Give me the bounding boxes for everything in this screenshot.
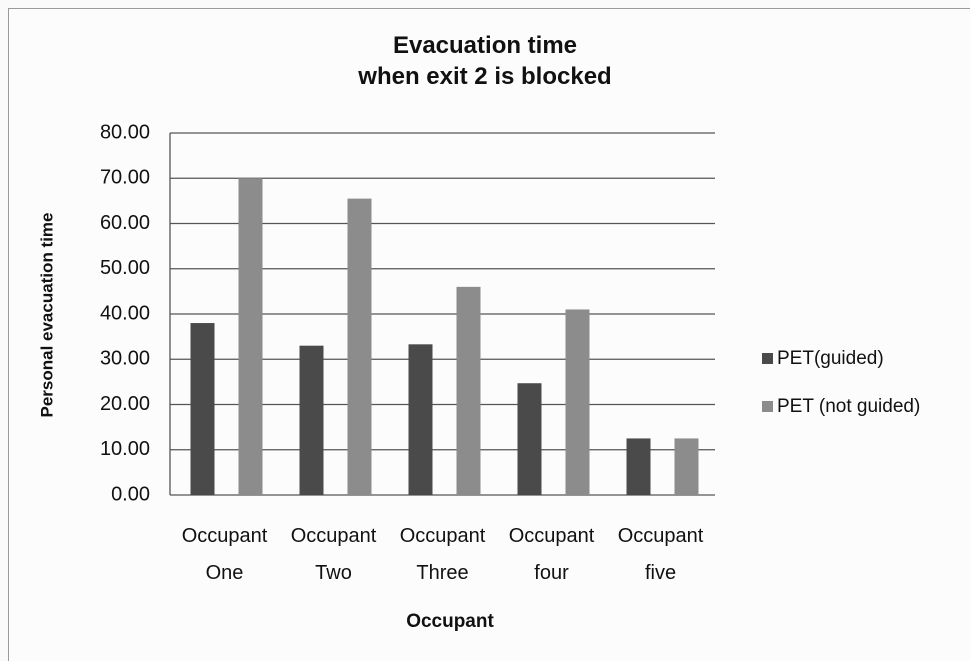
y-tick-label: 50.00 — [100, 257, 150, 279]
bar — [238, 178, 263, 495]
y-tick-label: 20.00 — [100, 393, 150, 415]
chart-title: Evacuation time when exit 2 is blocked — [358, 32, 612, 91]
bar — [190, 323, 215, 495]
x-tick-label: Occupant Two — [290, 525, 377, 584]
bar — [408, 344, 433, 495]
y-tick-label: 40.00 — [100, 302, 150, 324]
bar — [517, 383, 542, 495]
x-axis-label: Occupant — [406, 611, 494, 632]
y-tick-label: 30.00 — [100, 348, 150, 370]
legend-label: PET (not guided) — [777, 396, 920, 417]
legend-label: PET(guided) — [777, 348, 884, 369]
y-tick-label: 10.00 — [100, 438, 150, 460]
legend-swatch — [762, 401, 773, 412]
x-tick-label: Occupant One — [181, 525, 268, 584]
bar — [626, 438, 651, 495]
chart-frame — [8, 8, 970, 661]
y-tick-label: 0.00 — [111, 483, 150, 505]
y-axis-label: Personal evacuation time — [37, 212, 56, 417]
bar — [674, 438, 699, 495]
x-tick-label: Occupant five — [617, 525, 704, 584]
bar — [347, 198, 372, 496]
bar — [565, 309, 590, 495]
x-tick-label: Occupant four — [508, 525, 595, 584]
y-tick-label: 80.00 — [100, 121, 150, 143]
bar — [456, 286, 481, 495]
y-tick-label: 60.00 — [100, 212, 150, 234]
legend-swatch — [762, 353, 773, 364]
bar — [299, 345, 324, 495]
x-tick-label: Occupant Three — [399, 525, 486, 584]
y-tick-label: 70.00 — [100, 167, 150, 189]
